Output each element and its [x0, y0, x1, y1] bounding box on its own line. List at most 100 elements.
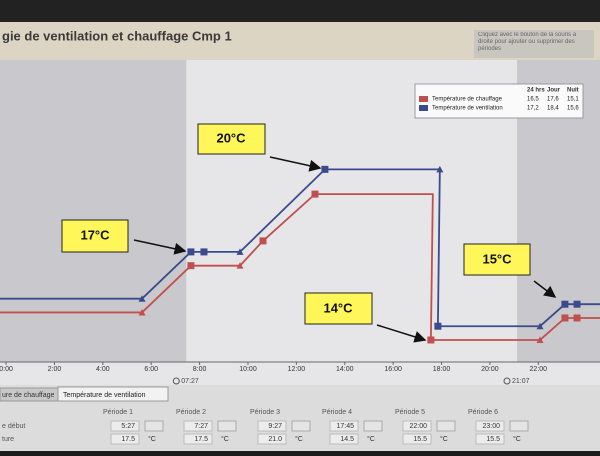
bezel — [0, 0, 600, 22]
point-marker — [561, 314, 569, 322]
legend-header: Jour — [547, 88, 561, 94]
unit: °C — [513, 435, 521, 443]
input-box[interactable] — [257, 420, 287, 432]
x-tick-label: 16:00 — [384, 366, 402, 373]
point-marker — [138, 295, 146, 302]
tab-label: Température de ventilation — [63, 392, 146, 399]
hint-box — [474, 30, 594, 58]
input-box[interactable] — [329, 420, 359, 432]
legend — [414, 83, 584, 119]
unit: °C — [295, 435, 303, 443]
x-tick-label: 6:00 — [144, 366, 158, 373]
x-tick-label: 22:00 — [530, 366, 548, 373]
x-tick-label: 12:00 — [288, 366, 306, 373]
period-header: Période 5 — [395, 409, 425, 416]
x-tick-label: 2:00 — [48, 366, 62, 373]
cell: 17:45 — [336, 423, 354, 430]
unit: °C — [440, 435, 448, 443]
point-marker — [138, 308, 146, 316]
point-marker — [236, 248, 244, 255]
callout: 17°C — [80, 227, 110, 242]
period-header: Période 6 — [468, 409, 498, 416]
point-marker — [187, 262, 195, 270]
legend-header: 24 hrs — [527, 88, 545, 94]
legend-label: Température de ventilation — [432, 106, 503, 112]
cell: 17.5 — [121, 436, 135, 443]
tab-active[interactable] — [57, 386, 169, 402]
arrow — [133, 239, 187, 255]
hint-wrap: Cliquez avec le bouton de la souris à dr… — [478, 32, 576, 52]
point-marker — [427, 336, 435, 344]
callout-box — [197, 123, 266, 155]
callout-box — [61, 219, 129, 253]
legend-header: Nuit — [567, 88, 579, 94]
window-title: gie de ventilation et chauffage Cmp 1 — [2, 28, 232, 43]
legend-value: 15,6 — [567, 106, 579, 112]
cell: 5:27 — [121, 423, 135, 430]
point-marker — [536, 336, 544, 343]
cell: 15.5 — [486, 436, 500, 443]
input-box[interactable] — [402, 433, 432, 445]
x-tick-label: 4:00 — [96, 366, 110, 373]
input-box[interactable] — [110, 420, 140, 432]
x-tick-label: 18:00 — [433, 366, 451, 373]
cursor-icon — [172, 377, 180, 385]
input-box[interactable] — [183, 420, 213, 432]
legend-swatch — [419, 96, 428, 102]
input-box[interactable] — [329, 433, 359, 445]
x-tick-label: 10:00 — [239, 366, 257, 373]
spinner[interactable] — [291, 420, 311, 432]
input-box[interactable] — [475, 433, 505, 445]
point-marker — [259, 237, 267, 245]
callout-box — [463, 243, 531, 276]
period-header: Période 1 — [103, 409, 133, 416]
legend-value: 15,1 — [567, 97, 579, 103]
cell: 22:00 — [409, 423, 427, 430]
night-shade — [0, 60, 187, 362]
unit: °C — [221, 435, 229, 443]
x-tick-label: 20:00 — [481, 366, 499, 373]
input-box[interactable] — [183, 433, 213, 445]
point-marker — [561, 300, 569, 308]
tab-label: ure de chauffage — [2, 392, 55, 399]
callout: 20°C — [216, 130, 246, 145]
spinner[interactable] — [436, 420, 456, 432]
cursor-label: 21:07 — [512, 378, 530, 385]
input-box[interactable] — [257, 433, 287, 445]
cell: 9:27 — [268, 423, 282, 430]
cell: 21.0 — [268, 436, 282, 443]
period-header: Période 2 — [176, 409, 206, 416]
cell: 7:27 — [194, 423, 208, 430]
input-box[interactable] — [110, 433, 140, 445]
spinner[interactable] — [144, 420, 164, 432]
cell: 14.5 — [340, 436, 354, 443]
x-tick-label: 8:00 — [193, 366, 207, 373]
legend-value: 18,4 — [547, 106, 559, 112]
point-marker — [436, 165, 444, 173]
point-marker — [573, 300, 581, 308]
input-box[interactable] — [402, 420, 432, 432]
row-label: e début — [2, 423, 25, 430]
spinner[interactable] — [217, 420, 237, 432]
arrow — [533, 280, 557, 298]
legend-swatch — [419, 105, 428, 111]
cursor-icon — [503, 377, 511, 385]
point-marker — [311, 190, 319, 198]
arrow — [376, 324, 427, 343]
periods-table: Période 1 Période 2 Période 3 Période 4 Péri… — [2, 409, 529, 445]
cell: 17.5 — [194, 436, 208, 443]
point-marker — [236, 262, 244, 269]
spinner[interactable] — [509, 420, 529, 432]
cell: 23:00 — [482, 423, 500, 430]
legend-label: Température de chauffage — [432, 97, 503, 103]
legend-value: 17,6 — [547, 97, 559, 103]
input-box[interactable] — [475, 420, 505, 432]
callout: 15°C — [482, 251, 512, 266]
callout: 14°C — [323, 300, 353, 315]
period-header: Période 3 — [250, 409, 280, 416]
legend-entries: 24 hrs Jour Nuit Température de chauffage 16… — [419, 88, 579, 112]
unit: °C — [367, 435, 375, 443]
spinner[interactable] — [363, 420, 383, 432]
x-tick-label: 14:00 — [336, 366, 354, 373]
